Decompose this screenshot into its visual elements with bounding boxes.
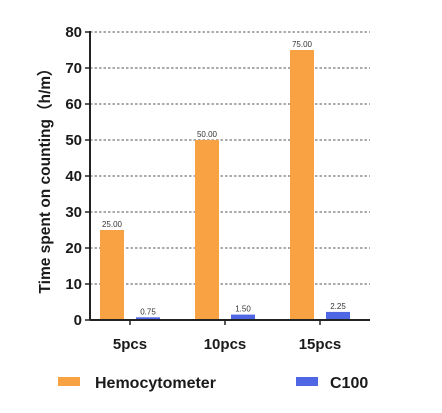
y-tick-labels: 0 10 20 30 40 50 60 70 80 xyxy=(65,24,82,329)
bar-c100-5pcs xyxy=(136,317,160,320)
y-tick-label: 50 xyxy=(65,132,82,149)
x-tick-label: 15pcs xyxy=(299,336,342,353)
x-tick-label: 10pcs xyxy=(204,336,247,353)
axes xyxy=(85,31,370,325)
legend-swatch xyxy=(296,377,318,386)
y-tick-label: 0 xyxy=(74,312,82,329)
x-tick-labels: 5pcs 10pcs 15pcs xyxy=(113,336,341,353)
data-label: 25.00 xyxy=(102,220,123,229)
data-label: 1.50 xyxy=(235,305,251,314)
bar-c100-15pcs xyxy=(326,311,350,320)
y-tick-label: 70 xyxy=(65,60,82,77)
data-labels: 25.00 0.75 50.00 1.50 75.00 2.25 xyxy=(102,40,346,316)
bar-hemocytometer-5pcs xyxy=(100,230,124,320)
data-label: 2.25 xyxy=(330,302,346,311)
y-axis-label: Time spent on counting（h/m） xyxy=(36,60,54,293)
bar-c100-10pcs xyxy=(231,314,255,320)
y-tick-label: 80 xyxy=(65,24,82,41)
y-tick-label: 40 xyxy=(65,168,82,185)
data-label: 75.00 xyxy=(292,40,313,49)
data-label: 0.75 xyxy=(140,307,156,316)
y-tick-label: 10 xyxy=(65,276,82,293)
y-tick-label: 20 xyxy=(65,240,82,257)
bar-hemocytometer-15pcs xyxy=(290,50,314,320)
legend-label: C100 xyxy=(330,375,368,392)
bar-hemocytometer-10pcs xyxy=(195,140,219,320)
x-tick-label: 5pcs xyxy=(113,336,147,353)
legend-swatch xyxy=(58,377,80,386)
y-tick-label: 30 xyxy=(65,204,82,221)
grid-lines xyxy=(90,31,370,285)
data-label: 50.00 xyxy=(197,130,218,139)
bars xyxy=(100,50,350,320)
legend-label: Hemocytometer xyxy=(95,375,216,392)
y-tick-label: 60 xyxy=(65,96,82,113)
legend: Hemocytometer C100 xyxy=(58,375,368,392)
